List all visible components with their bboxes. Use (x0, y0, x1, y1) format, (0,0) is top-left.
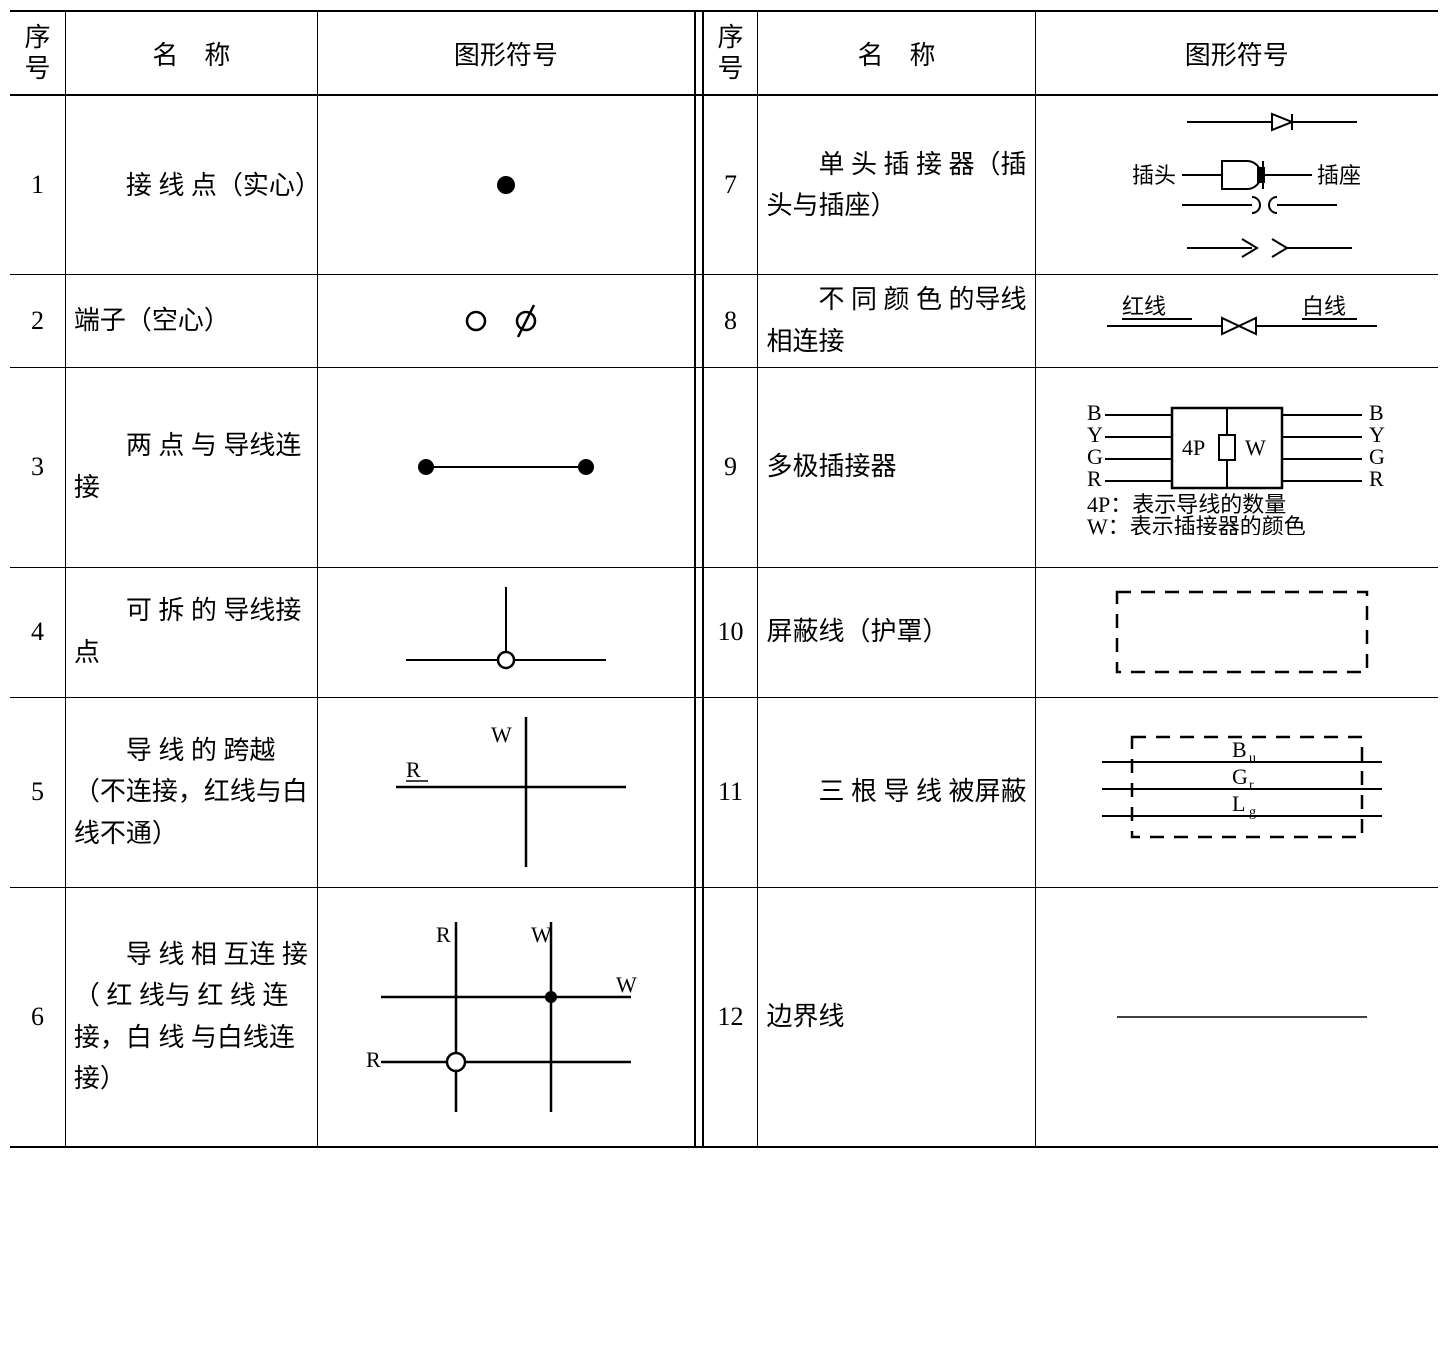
seq-7: 7 (703, 95, 758, 275)
symbol-table: 序号 名 称 图形符号 序号 名 称 图形符号 1 接 线 点（实心） 7 单 … (10, 10, 1438, 1148)
svg-text:u: u (1249, 751, 1256, 766)
svg-text:B: B (1232, 737, 1247, 762)
svg-text:W: W (616, 972, 637, 997)
svg-text:L: L (1232, 791, 1245, 816)
seq-10: 10 (703, 567, 758, 697)
seq-12: 12 (703, 887, 758, 1147)
symbol-3 (317, 367, 695, 567)
symbol-12 (1035, 887, 1438, 1147)
white-wire-label: 白线 (1302, 294, 1346, 319)
seq-3: 3 (10, 367, 65, 567)
red-wire-label: 红线 (1122, 294, 1166, 319)
name-4: 可 拆 的 导线接点 (65, 567, 317, 697)
name-6: 导 线 相 互连 接（ 红 线与 红 线 连接，白 线 与白线连接） (65, 887, 317, 1147)
seq-11: 11 (703, 697, 758, 887)
name-3: 两 点 与 导线连接 (65, 367, 317, 567)
svg-text:W: W (1245, 435, 1266, 460)
name-7: 单 头 插 接 器（插头与插座） (758, 95, 1035, 275)
svg-text:W：表示插接器的颜色: W：表示插接器的颜色 (1087, 514, 1306, 535)
symbol-6: R W W R (317, 887, 695, 1147)
name-9: 多极插接器 (758, 367, 1035, 567)
svg-text:W: W (531, 922, 552, 947)
symbol-1 (317, 95, 695, 275)
header-symbol-right: 图形符号 (1035, 11, 1438, 95)
seq-2: 2 (10, 275, 65, 367)
name-10: 屏蔽线（护罩） (758, 567, 1035, 697)
divider (695, 11, 703, 95)
svg-text:R: R (406, 757, 421, 782)
seq-1: 1 (10, 95, 65, 275)
symbol-7: 插头 插座 (1035, 95, 1438, 275)
seq-6: 6 (10, 887, 65, 1147)
header-symbol-left: 图形符号 (317, 11, 695, 95)
header-name-right: 名 称 (758, 11, 1035, 95)
svg-text:G: G (1232, 764, 1248, 789)
svg-text:R: R (1087, 466, 1102, 491)
name-1: 接 线 点（实心） (65, 95, 317, 275)
name-12: 边界线 (758, 887, 1035, 1147)
symbol-8: 红线 白线 (1035, 275, 1438, 367)
name-2: 端子（空心） (65, 275, 317, 367)
symbol-10 (1035, 567, 1438, 697)
seq-4: 4 (10, 567, 65, 697)
seq-9: 9 (703, 367, 758, 567)
svg-text:R: R (436, 922, 451, 947)
svg-text:R: R (366, 1047, 381, 1072)
name-5: 导 线 的 跨越（不连接，红线与白线不通） (65, 697, 317, 887)
socket-label: 插座 (1317, 163, 1361, 188)
symbol-11: Bu Gr Lg (1035, 697, 1438, 887)
header-name-left: 名 称 (65, 11, 317, 95)
symbol-4 (317, 567, 695, 697)
symbol-2 (317, 275, 695, 367)
seq-8: 8 (703, 275, 758, 367)
svg-text:g: g (1249, 805, 1256, 820)
svg-text:r: r (1249, 778, 1254, 793)
svg-text:R: R (1369, 466, 1384, 491)
seq-5: 5 (10, 697, 65, 887)
name-11: 三 根 导 线 被屏蔽 (758, 697, 1035, 887)
symbol-9: B Y G R 4P W (1035, 367, 1438, 567)
svg-text:4P: 4P (1182, 435, 1205, 460)
header-seq-left: 序号 (10, 11, 65, 95)
plug-label: 插头 (1132, 163, 1176, 188)
header-seq-right: 序号 (703, 11, 758, 95)
svg-text:W: W (491, 722, 512, 747)
symbol-5: W R (317, 697, 695, 887)
name-8: 不 同 颜 色 的导线相连接 (758, 275, 1035, 367)
